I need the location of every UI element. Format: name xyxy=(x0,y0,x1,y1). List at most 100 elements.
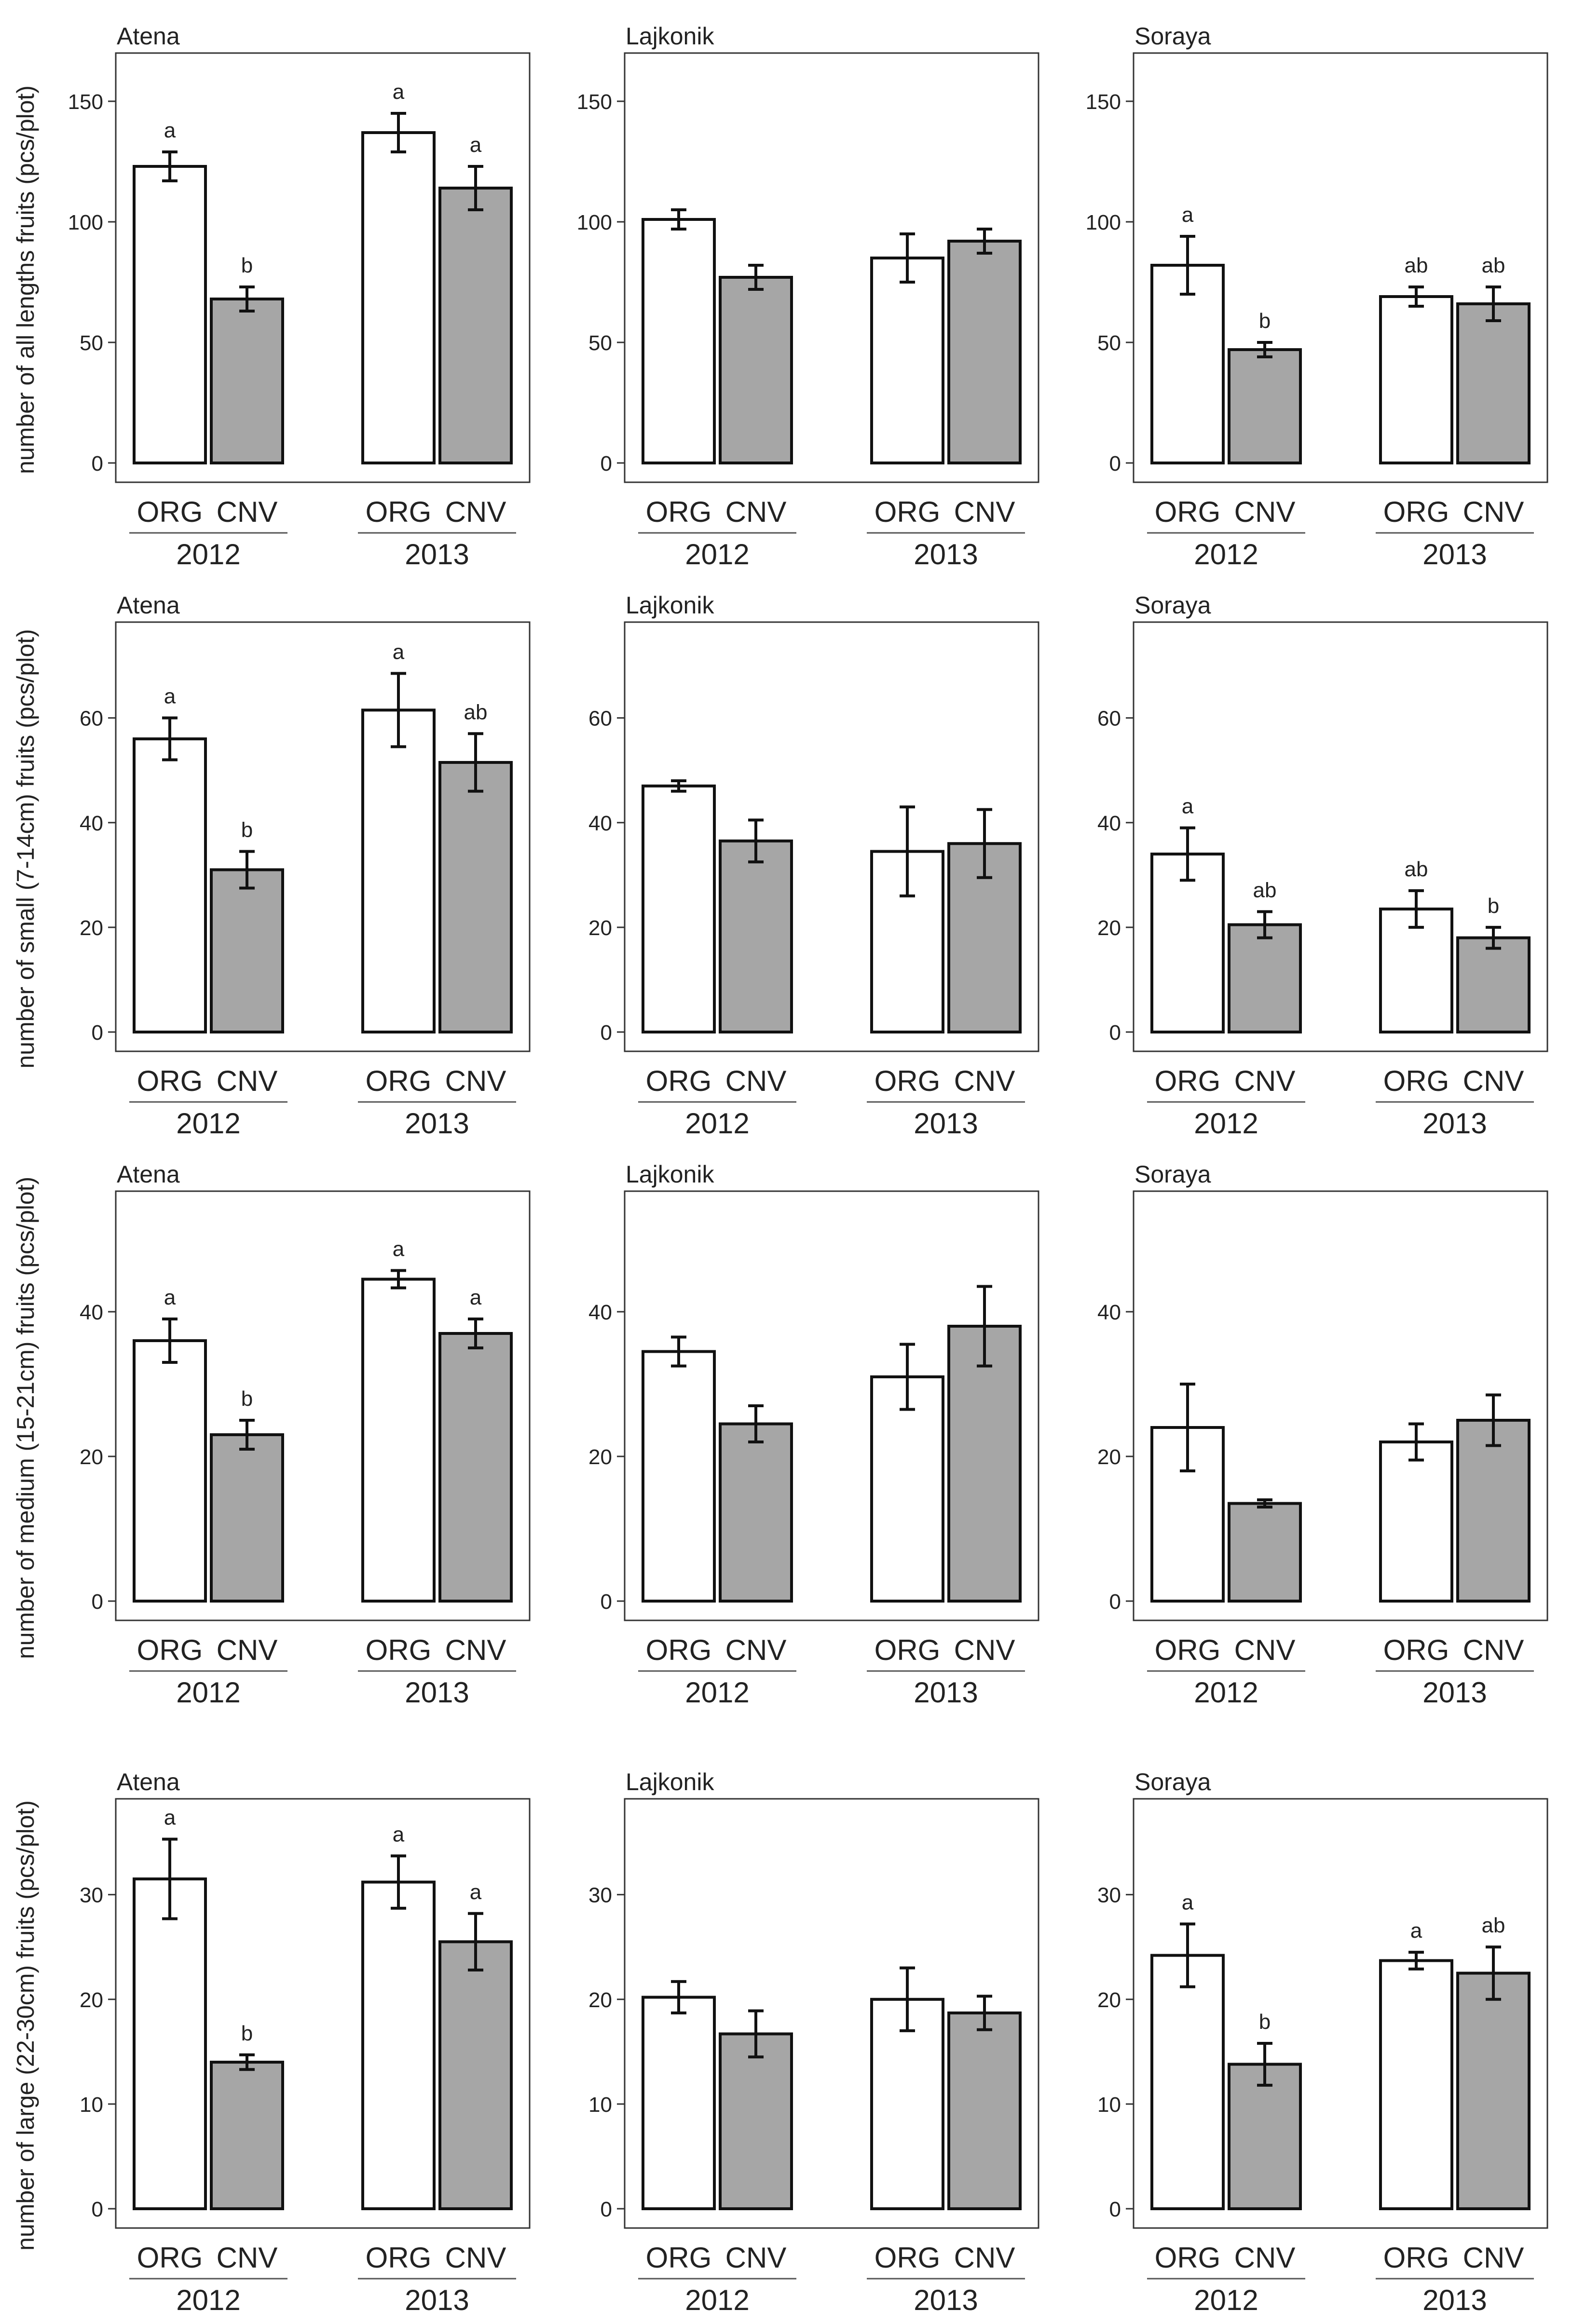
error-bar xyxy=(1257,341,1272,358)
y-tick-label: 0 xyxy=(601,1021,612,1045)
y-tick-label: 40 xyxy=(80,1301,103,1324)
panel-frame xyxy=(624,1190,1039,1621)
y-axis-label: number of medium (15-21cm) fruits (pcs/p… xyxy=(12,1177,39,1659)
panel-soraya: Soraya 0 10 20 30 a ORG b CNV a ORG ab CNV 2012 2013 xyxy=(1097,1768,1548,2316)
bar-cnv-2013 xyxy=(438,1940,513,2210)
x-category-label: CNV xyxy=(445,1634,506,1666)
bar-org-2012 xyxy=(133,165,207,464)
y-tick-label: 40 xyxy=(588,1301,612,1324)
error-bar xyxy=(748,2009,764,2059)
significance-label: b xyxy=(241,2022,253,2045)
x-category-label: ORG xyxy=(1383,2242,1449,2274)
panel-lajkonik: Lajkonik 0 20 40 ORG CNV ORG CNV 2012 2013 xyxy=(588,1161,1039,1709)
x-year-label: 2012 xyxy=(685,2284,749,2316)
error-bar xyxy=(468,732,483,793)
panel-frame xyxy=(624,621,1039,1052)
bar-cnv-2012 xyxy=(1228,1502,1302,1603)
error-bar xyxy=(1180,1383,1195,1472)
x-category-label: ORG xyxy=(1155,1065,1221,1097)
error-bar xyxy=(900,1343,915,1411)
x-year-label: 2012 xyxy=(685,1676,749,1709)
error-bar xyxy=(748,1404,764,1443)
error-bar xyxy=(671,1335,686,1368)
x-category-label: ORG xyxy=(875,1065,941,1097)
significance-label: a xyxy=(164,685,176,708)
panel-frame xyxy=(1133,1798,1548,2229)
error-bar xyxy=(239,1419,255,1451)
y-tick-label: 50 xyxy=(1097,331,1121,355)
panel-atena: Atena 0 20 40 a ORG b CNV a ORG a CNV 2012 2013 xyxy=(80,1161,531,1709)
panel-frame xyxy=(115,1190,531,1621)
error-bar xyxy=(977,228,992,255)
x-year-label: 2013 xyxy=(405,538,469,571)
significance-label: a xyxy=(393,80,405,104)
significance-label: a xyxy=(470,1286,482,1309)
y-tick-label: 20 xyxy=(1097,1988,1121,2012)
y-tick-label: 0 xyxy=(601,1590,612,1614)
error-bar xyxy=(1180,826,1195,882)
bar-cnv-2013 xyxy=(438,761,513,1034)
x-category-label: CNV xyxy=(725,496,787,528)
significance-label: a xyxy=(393,640,405,664)
significance-label: a xyxy=(470,133,482,157)
bar-org-2013 xyxy=(361,1880,436,2210)
panel-title: Lajkonik xyxy=(626,1161,714,1188)
x-category-label: CNV xyxy=(725,1634,787,1666)
panel-title: Atena xyxy=(117,23,180,50)
y-tick-label: 40 xyxy=(1097,1301,1121,1324)
significance-label: ab xyxy=(1405,857,1428,881)
y-tick-label: 150 xyxy=(1086,90,1121,114)
bar-org-2012 xyxy=(1150,852,1225,1033)
panel-frame xyxy=(1133,52,1548,483)
y-tick-label: 0 xyxy=(1109,1590,1121,1614)
bar-org-2012 xyxy=(1150,264,1225,464)
x-category-label: ORG xyxy=(875,2242,941,2274)
panel-title: Soraya xyxy=(1135,23,1211,50)
bar-org-2013 xyxy=(1379,1959,1453,2210)
error-bar xyxy=(977,1995,992,2031)
panel-title: Lajkonik xyxy=(626,1768,714,1795)
x-category-label: CNV xyxy=(1234,1634,1296,1666)
y-tick-label: 20 xyxy=(1097,916,1121,940)
significance-label: a xyxy=(393,1237,405,1261)
significance-label: ab xyxy=(1482,1914,1505,1937)
bar-org-2012 xyxy=(1150,1954,1225,2210)
error-bar xyxy=(748,818,764,864)
significance-label: b xyxy=(1259,2010,1271,2034)
bar-org-2012 xyxy=(642,784,716,1033)
significance-label: a xyxy=(470,1880,482,1904)
x-category-label: ORG xyxy=(875,496,941,528)
x-category-label: ORG xyxy=(137,1065,203,1097)
y-tick-label: 40 xyxy=(80,812,103,835)
y-tick-label: 30 xyxy=(80,1884,103,1907)
x-category-label: ORG xyxy=(646,1065,712,1097)
x-year-label: 2013 xyxy=(914,1107,978,1140)
significance-label: a xyxy=(1410,1919,1422,1943)
x-year-label: 2012 xyxy=(176,538,240,571)
error-bar xyxy=(1408,1422,1424,1462)
bar-cnv-2012 xyxy=(719,2032,793,2210)
bar-org-2013 xyxy=(361,1278,436,1603)
error-bar xyxy=(468,165,483,211)
x-category-label: ORG xyxy=(646,1634,712,1666)
bar-cnv-2012 xyxy=(1228,923,1302,1034)
significance-label: b xyxy=(241,1387,253,1411)
bar-cnv-2013 xyxy=(1456,302,1531,464)
panel-frame xyxy=(115,1798,531,2229)
x-category-label: ORG xyxy=(1383,1634,1449,1666)
x-year-label: 2012 xyxy=(176,1676,240,1709)
panel-frame xyxy=(1133,1190,1548,1621)
panel-soraya: Soraya 0 20 40 60 a ORG ab CNV ab ORG b CNV 2012 2013 xyxy=(1097,592,1548,1140)
y-tick-label: 20 xyxy=(1097,1445,1121,1469)
error-bar xyxy=(977,1285,992,1368)
x-category-label: CNV xyxy=(954,1065,1015,1097)
x-category-label: ORG xyxy=(646,2242,712,2274)
x-category-label: CNV xyxy=(217,2242,278,2274)
x-category-label: ORG xyxy=(1383,1065,1449,1097)
error-bar xyxy=(162,716,178,761)
y-tick-label: 60 xyxy=(588,707,612,731)
y-tick-label: 30 xyxy=(588,1884,612,1907)
y-tick-label: 20 xyxy=(588,1988,612,2012)
significance-label: a xyxy=(164,1286,176,1309)
